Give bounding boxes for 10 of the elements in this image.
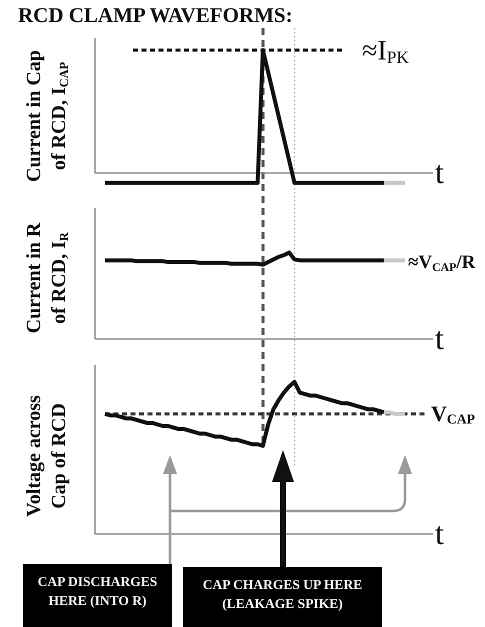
ref-line-label: ≈I$_{PK}$ [362,35,410,67]
text: ≈V$_{CAP}$/R [408,252,476,274]
y-axis-title: Voltage across Cap of RCD [23,394,70,517]
x-axis-title: t [435,320,444,356]
text: CAP DISCHARGES HERE (INTO R) [38,574,158,608]
ref-line-label: V$_{CAP}$ [431,401,475,427]
x-axis-title: t [435,515,444,551]
chart-title: RCD CLAMP WAVEFORMS: [18,3,293,27]
text: CAP CHARGES UP HERE (LEAKAGE SPIKE) [202,577,362,611]
x-axis-title: t [435,154,444,190]
